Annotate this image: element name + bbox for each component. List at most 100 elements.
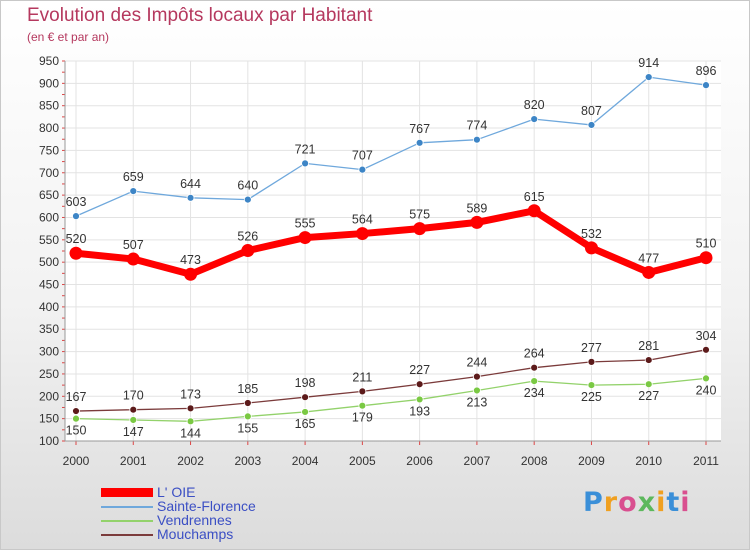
- y-tick-label: 550: [39, 233, 59, 247]
- data-label-mouchamps: 281: [638, 339, 659, 353]
- data-label-l-oie: 555: [295, 217, 316, 231]
- x-tick-label: 2002: [177, 454, 204, 468]
- data-point-sainte-florence: [473, 135, 481, 144]
- y-tick-label: 250: [39, 367, 59, 381]
- data-label-sainte-florence: 767: [409, 122, 430, 136]
- data-label-vendrennes: 234: [524, 386, 545, 400]
- x-tick-label: 2004: [292, 454, 319, 468]
- data-point-l-oie: [699, 251, 713, 265]
- logo-letter: x: [637, 487, 657, 518]
- logo-letter: P: [583, 487, 604, 518]
- legend-swatch-vendrennes: [101, 520, 153, 522]
- y-tick-label: 400: [39, 300, 59, 314]
- data-label-vendrennes: 165: [295, 417, 316, 431]
- data-label-l-oie: 615: [524, 190, 545, 204]
- data-label-mouchamps: 211: [352, 370, 372, 384]
- y-tick-label: 600: [39, 210, 59, 224]
- legend-swatch-l-oie: [101, 488, 153, 497]
- legend-label-l-oie: L' OIE: [157, 484, 196, 500]
- data-label-vendrennes: 225: [581, 390, 602, 404]
- data-point-vendrennes: [473, 386, 481, 395]
- data-point-vendrennes: [186, 417, 195, 426]
- data-label-mouchamps: 264: [524, 347, 545, 361]
- data-point-sainte-florence: [358, 165, 367, 174]
- data-label-sainte-florence: 644: [180, 177, 201, 191]
- data-label-l-oie: 575: [409, 208, 430, 222]
- data-label-vendrennes: 150: [66, 424, 87, 438]
- data-point-l-oie: [527, 204, 541, 218]
- y-axis: 100 150 200 250 300 350 400 450 500 550 600 650 700 7…: [39, 54, 66, 448]
- x-tick-label: 2003: [234, 454, 261, 468]
- x-tick-label: 2006: [406, 454, 433, 468]
- logo-letter: i: [680, 487, 691, 518]
- logo-letter: i: [656, 487, 667, 518]
- data-point-vendrennes: [129, 416, 138, 424]
- data-label-l-oie: 564: [352, 213, 373, 227]
- series-line-l-oie: [75, 207, 707, 278]
- y-tick-label: 750: [39, 143, 59, 157]
- series-line-mouchamps: [75, 349, 707, 412]
- data-point-vendrennes: [415, 395, 424, 404]
- y-tick-label: 350: [39, 322, 59, 336]
- y-tick-label: 500: [39, 255, 59, 269]
- data-label-vendrennes: 147: [123, 425, 144, 439]
- data-label-mouchamps: 170: [123, 389, 144, 403]
- data-label-mouchamps: 227: [409, 363, 430, 377]
- data-label-sainte-florence: 820: [524, 98, 545, 112]
- data-label-sainte-florence: 707: [352, 149, 373, 163]
- data-label-l-oie: 526: [237, 230, 258, 244]
- data-point-vendrennes: [587, 381, 596, 390]
- data-label-mouchamps: 173: [180, 387, 201, 401]
- y-tick-label: 100: [39, 434, 59, 448]
- data-label-mouchamps: 244: [466, 356, 487, 370]
- chart-title: Evolution des Impôts locaux par Habitant: [27, 5, 373, 26]
- data-point-mouchamps: [587, 357, 596, 366]
- data-point-sainte-florence: [72, 212, 80, 221]
- y-tick-label: 200: [39, 389, 59, 403]
- data-point-mouchamps: [72, 407, 80, 415]
- data-label-sainte-florence: 721: [295, 142, 316, 156]
- data-label-vendrennes: 155: [237, 421, 258, 435]
- data-point-sainte-florence: [530, 115, 539, 124]
- data-point-l-oie: [642, 265, 656, 279]
- legend-swatch-mouchamps: [101, 534, 153, 536]
- data-point-mouchamps: [358, 387, 367, 396]
- data-label-sainte-florence: 603: [66, 195, 87, 209]
- data-point-sainte-florence: [702, 81, 710, 90]
- data-point-vendrennes: [358, 401, 367, 410]
- data-label-l-oie: 520: [66, 232, 87, 246]
- data-label-l-oie: 589: [466, 201, 487, 215]
- logo-letter: r: [603, 487, 619, 518]
- data-point-l-oie: [69, 246, 83, 260]
- data-point-l-oie: [241, 244, 255, 258]
- data-label-vendrennes: 227: [638, 389, 659, 403]
- data-label-sainte-florence: 914: [638, 56, 659, 70]
- data-label-mouchamps: 185: [237, 382, 258, 396]
- data-label-mouchamps: 167: [66, 390, 87, 404]
- series-lines: [69, 73, 713, 426]
- legend-swatch-sainte-florence: [101, 506, 153, 508]
- data-label-sainte-florence: 774: [466, 119, 487, 133]
- data-point-mouchamps: [644, 356, 653, 364]
- x-tick-label: 2008: [521, 454, 548, 468]
- legend-label-mouchamps: Mouchamps: [157, 526, 234, 542]
- data-label-vendrennes: 179: [352, 411, 373, 425]
- data-point-l-oie: [126, 252, 140, 266]
- x-tick-label: 2011: [693, 454, 719, 468]
- data-point-l-oie: [355, 227, 369, 241]
- y-tick-label: 900: [39, 76, 59, 90]
- data-point-sainte-florence: [644, 73, 653, 81]
- x-tick-label: 2007: [464, 454, 491, 468]
- y-tick-label: 800: [39, 121, 59, 135]
- y-tick-label: 450: [39, 278, 59, 292]
- data-point-sainte-florence: [243, 195, 252, 204]
- series-line-sainte-florence: [75, 76, 707, 217]
- data-point-l-oie: [470, 215, 484, 229]
- y-tick-label: 150: [39, 412, 59, 426]
- data-point-sainte-florence: [186, 193, 195, 202]
- data-label-l-oie: 477: [638, 251, 659, 265]
- data-label-vendrennes: 240: [696, 383, 717, 397]
- x-tick-label: 2005: [349, 454, 376, 468]
